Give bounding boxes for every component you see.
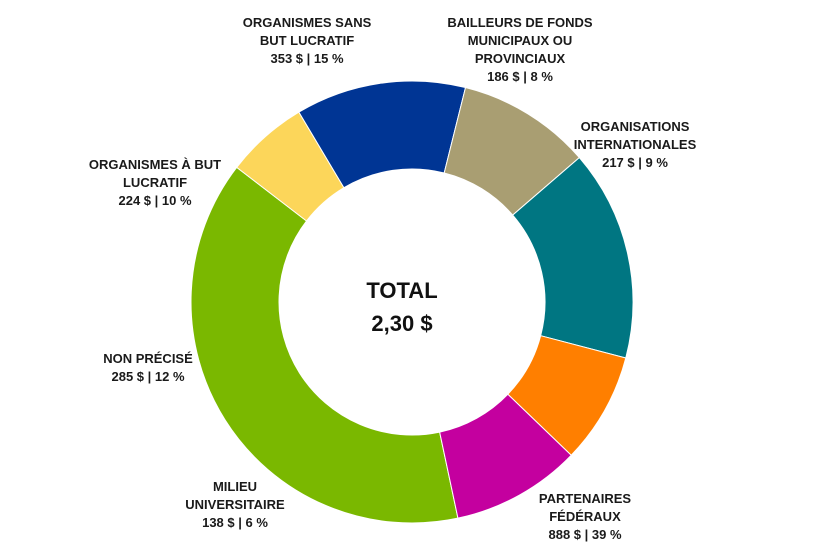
slice-value-label: 224 $ | 10 % [118, 193, 192, 208]
slice-name: ORGANISMES À BUT LUCRATIF [88, 157, 222, 190]
slice-value-label: 888 $ | 39 % [548, 527, 622, 542]
slice-name: ORGANISATIONS INTERNATIONALES [573, 119, 697, 152]
slice-name: NON PRÉCISÉ [103, 351, 193, 366]
label-but-lucratif: ORGANISMES À BUT LUCRATIF 224 $ | 10 % [60, 156, 250, 210]
label-municipaux: BAILLEURS DE FONDS MUNICIPAUX OU PROVINC… [420, 14, 620, 86]
slice-name: MILIEU UNIVERSITAIRE [185, 479, 285, 512]
label-internationales: ORGANISATIONS INTERNATIONALES 217 $ | 9 … [560, 118, 710, 172]
slice-federaux [190, 166, 459, 524]
slice-name: ORGANISMES SANS BUT LUCRATIF [242, 15, 372, 48]
label-sans-but: ORGANISMES SANS BUT LUCRATIF 353 $ | 15 … [222, 14, 392, 68]
label-universitaire: MILIEU UNIVERSITAIRE 138 $ | 6 % [160, 478, 310, 532]
slice-value-label: 353 $ | 15 % [270, 51, 344, 66]
slice-value-label: 138 $ | 6 % [202, 515, 268, 530]
label-federaux: PARTENAIRES FÉDÉRAUX 888 $ | 39 % [510, 490, 660, 544]
center-total: TOTAL 2,30 $ [312, 276, 492, 342]
slice-value-label: 285 $ | 12 % [111, 369, 185, 384]
label-non-precise: NON PRÉCISÉ 285 $ | 12 % [78, 350, 218, 386]
slice-name: BAILLEURS DE FONDS MUNICIPAUX OU PROVINC… [447, 15, 593, 66]
slice-value-label: 217 $ | 9 % [602, 155, 668, 170]
slice-value-label: 186 $ | 8 % [487, 69, 553, 84]
center-title: TOTAL [366, 278, 438, 303]
slice-internationales [439, 393, 572, 519]
center-value: 2,30 $ [371, 311, 433, 336]
slice-name: PARTENAIRES FÉDÉRAUX [538, 491, 632, 524]
